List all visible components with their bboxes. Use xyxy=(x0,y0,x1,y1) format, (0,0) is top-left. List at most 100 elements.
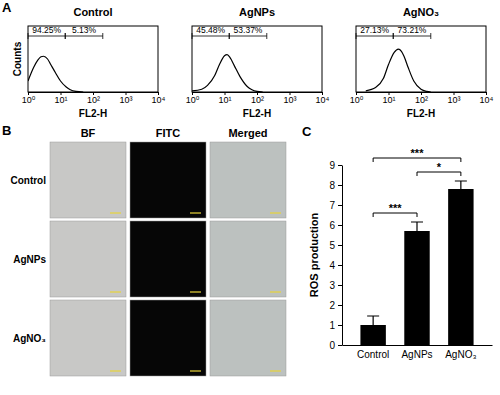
x-axis-tick: 10⁴ xyxy=(480,92,494,105)
y-axis-tick-label: 0 xyxy=(329,340,335,351)
x-axis-title: FL2-H xyxy=(79,108,107,119)
micrograph-merged xyxy=(210,221,286,297)
plot-area xyxy=(360,181,473,345)
significance-label: * xyxy=(437,161,442,173)
micrograph-fluorescence xyxy=(130,300,206,376)
histogram-panel: AControl10⁰10¹10²10³10⁴94.25%5.13%FL2-HC… xyxy=(2,0,166,119)
panel-label: A xyxy=(2,0,12,15)
gate-label: 94.25% xyxy=(32,25,61,35)
y-axis-tick-label: 5 xyxy=(329,240,335,251)
x-axis-tick: AgNPs xyxy=(401,345,432,360)
x-axis-tick-label: Control xyxy=(357,349,389,360)
plot-area xyxy=(366,49,431,92)
histogram-curve xyxy=(366,49,431,92)
x-axis-tick-label: 10⁰ xyxy=(22,95,36,105)
error-bar xyxy=(411,222,423,240)
y-axis-tick-label: 4 xyxy=(329,260,335,271)
column-header: FITC xyxy=(156,127,180,139)
y-axis-tick: 5 xyxy=(329,240,342,251)
micrograph-merged xyxy=(210,142,286,218)
y-axis-tick-mark xyxy=(338,185,342,186)
x-axis: Control AgNPs AgNO₃ xyxy=(343,345,493,360)
x-axis-tick-label: 10⁴ xyxy=(480,95,494,105)
significance-label: *** xyxy=(389,202,403,214)
y-axis-tick-label: 3 xyxy=(329,280,335,291)
scale-bar xyxy=(110,212,121,213)
gate-label: 53.37% xyxy=(234,25,263,35)
error-bar xyxy=(455,181,467,197)
y-axis-tick: 1 xyxy=(329,320,342,331)
scale-bar xyxy=(190,291,201,292)
histogram-curve xyxy=(28,56,83,92)
x-axis-tick: 10² xyxy=(87,92,100,105)
y-axis-tick-mark xyxy=(338,205,342,206)
y-axis-tick-mark xyxy=(338,325,342,326)
y-axis-tick-mark xyxy=(338,285,342,286)
x-axis-line xyxy=(343,345,493,346)
column-header: BF xyxy=(81,127,96,139)
y-axis-tick-mark xyxy=(338,225,342,226)
micrograph-merged xyxy=(210,300,286,376)
x-axis-tick: 10¹ xyxy=(54,92,67,105)
x-axis-tick: 10⁴ xyxy=(316,92,330,105)
scale-bar xyxy=(190,370,201,371)
row-header: Control xyxy=(10,175,46,186)
x-axis-tick: Control xyxy=(357,345,389,360)
histogram-panel: AgNO₃10⁰10¹10²10³10⁴27.13%73.21%FL2-H xyxy=(350,6,494,119)
bar-panel: C0123456789ControlAgNPsAgNO₃ROS producti… xyxy=(302,124,493,360)
scale-bar xyxy=(270,370,281,371)
plot-area xyxy=(28,56,83,92)
plot-area xyxy=(192,55,263,92)
x-axis-tick: 10⁴ xyxy=(152,92,166,105)
y-axis-tick: 3 xyxy=(329,280,342,291)
x-axis-tick: 10¹ xyxy=(382,92,395,105)
histogram-panel: AgNPs10⁰10¹10²10³10⁴45.48%53.37%FL2-H xyxy=(186,6,330,119)
x-axis-tick-label: 10¹ xyxy=(382,95,395,105)
x-axis-tick: 10⁰ xyxy=(186,92,200,105)
y-axis-tick: 0 xyxy=(329,340,342,351)
x-axis-tick-label: 10⁰ xyxy=(186,95,200,105)
error-bar xyxy=(367,316,379,334)
y-axis-tick: 8 xyxy=(329,180,342,191)
gate-label: 27.13% xyxy=(360,25,389,35)
y-axis-tick-mark xyxy=(338,165,342,166)
bar xyxy=(448,189,473,345)
row-header: AgNO₃ xyxy=(13,333,46,344)
micrograph-bright-field xyxy=(50,142,126,218)
y-axis-tick-mark xyxy=(338,305,342,306)
x-axis-tick-label: 10⁰ xyxy=(350,95,364,105)
x-axis-tick: 10³ xyxy=(283,92,296,105)
chart-title: AgNO₃ xyxy=(403,6,439,18)
y-axis-title: ROS production xyxy=(308,213,320,298)
plot-frame xyxy=(356,26,486,92)
y-axis-tick: 9 xyxy=(329,160,342,171)
x-axis-tick-label: 10³ xyxy=(447,95,460,105)
x-axis: 10⁰ 10¹ 10² 10³ 10⁴ xyxy=(186,92,330,105)
scale-bar xyxy=(270,291,281,292)
x-axis-title: FL2-H xyxy=(407,108,435,119)
column-header: Merged xyxy=(228,127,267,139)
y-axis-tick: 7 xyxy=(329,200,342,211)
y-axis-tick-label: 1 xyxy=(329,320,335,331)
x-axis-tick: 10¹ xyxy=(218,92,231,105)
gate-label: 45.48% xyxy=(196,25,225,35)
x-axis-tick-label: AgNO₃ xyxy=(445,349,476,360)
y-axis-tick-label: 9 xyxy=(329,160,335,171)
x-axis-tick-label: 10⁴ xyxy=(152,95,166,105)
chart-title: AgNPs xyxy=(239,6,275,18)
x-axis: 10⁰10¹10²10³10⁴ xyxy=(350,92,494,105)
significance-label: *** xyxy=(411,147,425,159)
x-axis-tick-label: AgNPs xyxy=(401,349,432,360)
x-axis: 10⁰10¹10²10³10⁴ xyxy=(22,92,166,105)
x-axis-tick-label: 10¹ xyxy=(54,95,67,105)
histogram-curve xyxy=(192,55,263,92)
gate-label: 73.21% xyxy=(398,25,427,35)
y-axis-tick-label: 2 xyxy=(329,300,335,311)
micrograph-fluorescence xyxy=(130,142,206,218)
x-axis-tick: AgNO₃ xyxy=(445,345,476,360)
scale-bar xyxy=(190,212,201,213)
x-axis-tick-label: 10² xyxy=(251,95,264,105)
y-axis-tick-mark xyxy=(338,345,342,346)
image-panel: BBFFITCMergedControlAgNPsAgNO₃ xyxy=(2,123,286,376)
y-axis-title: Counts xyxy=(12,41,23,76)
